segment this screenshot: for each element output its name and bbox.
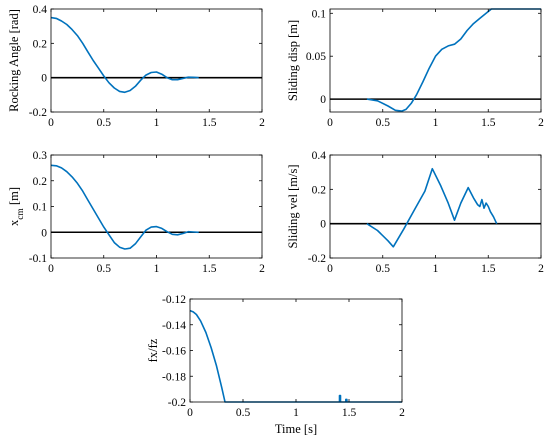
y-tick-label: 0 <box>41 73 47 85</box>
x-tick-label: 0.5 <box>97 263 112 275</box>
x-tick-label: 2 <box>259 117 265 129</box>
axes-frame <box>50 154 263 259</box>
axes-frame <box>50 8 263 113</box>
y-tick-label: -0.16 <box>162 346 186 358</box>
y-tick-label: 0.2 <box>33 38 48 50</box>
x-tick-label: 1 <box>154 263 160 275</box>
y-tick-label: 0.2 <box>312 184 327 196</box>
series-line <box>50 164 199 250</box>
x-tick-label: 0 <box>48 263 54 275</box>
y-tick-label: -0.1 <box>29 253 47 265</box>
x-tick-label: 0.5 <box>376 263 391 275</box>
x-tick-label: 1.5 <box>481 263 496 275</box>
y-axis-label: Rocking Angle [rad] <box>7 9 21 112</box>
y-tick-label: 0 <box>320 94 326 106</box>
x-tick-label: 1.5 <box>202 117 217 129</box>
y-axis-label: Sliding vel [m/s] <box>286 164 300 248</box>
series-line <box>366 8 541 112</box>
x-tick-label: 2 <box>538 263 544 275</box>
x-tick-label: 1 <box>154 117 160 129</box>
x-tick-label: 1.5 <box>481 117 496 129</box>
y-tick-label: -0.2 <box>308 253 326 265</box>
y-tick-label: 0.1 <box>312 8 327 20</box>
x-tick-label: 0 <box>327 263 333 275</box>
y-axis-label: Sliding disp [m] <box>286 20 300 101</box>
y-axis-label: fx/fz <box>146 338 160 362</box>
y-tick-label: 0 <box>320 219 326 231</box>
series-line <box>366 167 498 248</box>
y-tick-label: 0 <box>41 227 47 239</box>
y-tick-label: -0.12 <box>162 294 186 306</box>
y-tick-label: 0.1 <box>33 202 48 214</box>
x-tick-label: 2 <box>538 117 544 129</box>
y-tick-label: 0.4 <box>312 150 327 162</box>
x-tick-label: 2 <box>399 407 405 419</box>
x-tick-label: 0.5 <box>376 117 391 129</box>
y-tick-label: -0.2 <box>29 107 47 119</box>
x-tick-label: 0 <box>48 117 54 129</box>
x-tick-label: 1 <box>293 407 299 419</box>
x-tick-label: 0.5 <box>97 117 112 129</box>
y-tick-label: -0.18 <box>162 371 186 383</box>
x-axis-label: Time [s] <box>275 422 317 436</box>
x-tick-label: 1 <box>433 263 439 275</box>
axes-frame <box>329 154 542 259</box>
y-tick-label: 0.05 <box>306 51 326 63</box>
x-tick-label: 1.5 <box>342 407 357 419</box>
y-tick-label: 0.3 <box>33 150 48 162</box>
x-tick-label: 0.5 <box>236 407 251 419</box>
x-tick-label: 1 <box>433 117 439 129</box>
x-tick-label: 0 <box>187 407 193 419</box>
x-tick-label: 1.5 <box>202 263 217 275</box>
y-tick-label: -0.2 <box>168 397 186 409</box>
y-tick-label: -0.14 <box>162 320 186 332</box>
y-tick-label: 0.2 <box>33 176 48 188</box>
y-axis-label: xcm [m] <box>7 187 26 226</box>
axes-frame <box>329 8 542 113</box>
series-line <box>50 16 199 94</box>
series-line <box>189 309 402 403</box>
sliding-disp-plot: 0 0.5 1 1.5 2 0 0.05 0.1 Sliding disp [m] <box>286 8 544 129</box>
x-tick-label: 0 <box>327 117 333 129</box>
y-tick-label: 0.4 <box>33 4 48 16</box>
x-tick-label: 2 <box>259 263 265 275</box>
fxfz-plot: 0 0.5 1 1.5 2 -0.2 -0.18 -0.16 -0.14 -0.12 fx/fz Ti… <box>146 294 405 436</box>
